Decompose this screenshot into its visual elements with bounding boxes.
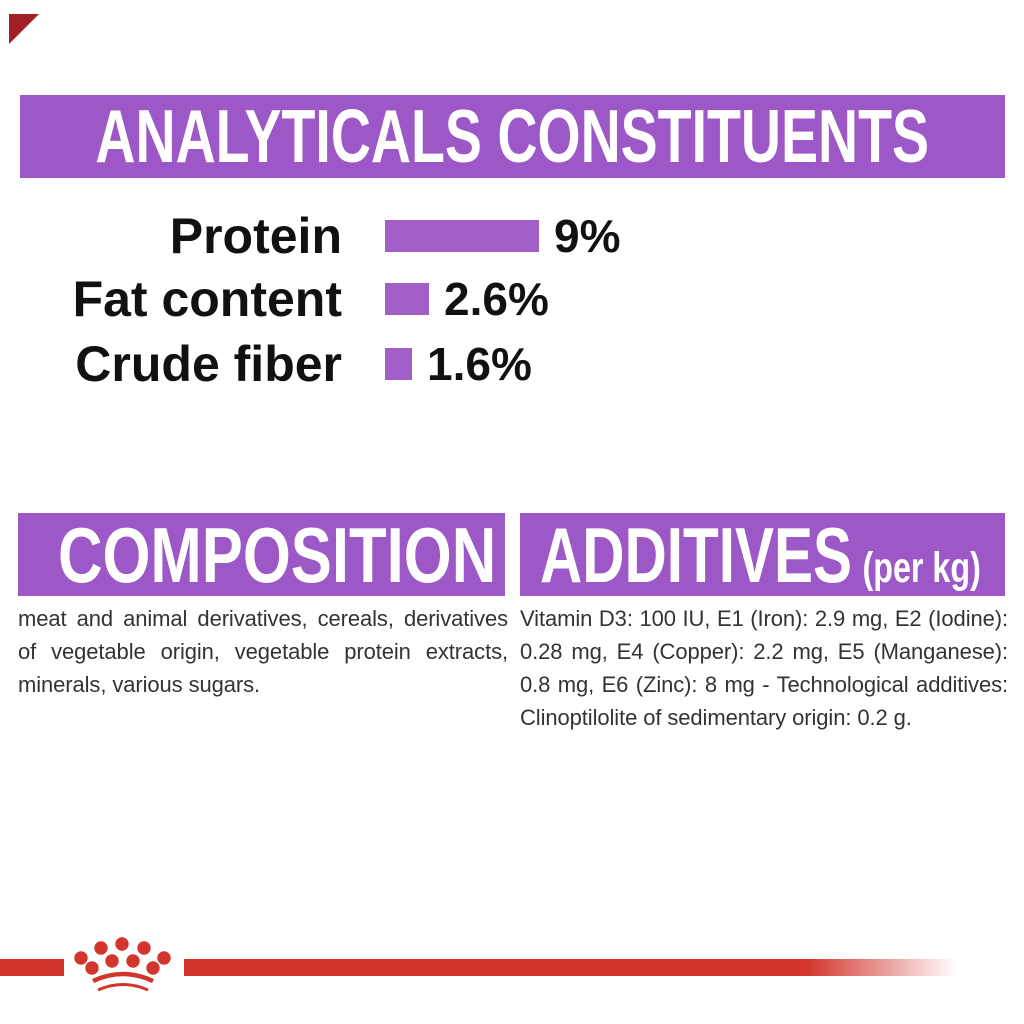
composition-line: meat and animal derivatives, cereals, de… <box>18 606 508 631</box>
additives-header: ADDITIVES (per kg) <box>520 513 1005 596</box>
protein-label: Protein <box>169 208 342 264</box>
additives-line: 0.8 mg, E6 (Zinc): 8 mg - Technological … <box>520 672 1008 697</box>
analyticals-title: ANALYTICALS CONSTITUENTS <box>95 95 930 178</box>
footer-line-left-segment <box>0 959 64 976</box>
additives-line: Vitamin D3: 100 IU, E1 (Iron): 2.9 mg, E… <box>520 606 1008 631</box>
chart-row-crude-fiber: Crude fiber 1.6% <box>0 333 1024 395</box>
chart-row-fat-content: Fat content 2.6% <box>0 268 1024 330</box>
protein-bar <box>385 220 539 252</box>
composition-header: COMPOSITION <box>18 513 505 596</box>
footer-line-right-segment <box>184 959 1024 976</box>
additives-line: 0.28 mg, E4 (Copper): 2.2 mg, E5 (Mangan… <box>520 639 1008 664</box>
royal-canin-crown-logo <box>74 937 171 992</box>
protein-value: 9% <box>554 210 621 262</box>
fat-content-label: Fat content <box>72 271 342 327</box>
composition-title: COMPOSITION <box>58 513 497 596</box>
additives-title-group: ADDITIVES (per kg) <box>540 516 981 594</box>
additives-title: ADDITIVES <box>540 513 853 596</box>
analyticals-header: ANALYTICALS CONSTITUENTS <box>20 95 1005 178</box>
corner-triangle-decoration <box>9 14 39 44</box>
crude-fiber-bar <box>385 348 412 380</box>
fat-content-bar <box>385 283 429 315</box>
fat-content-value: 2.6% <box>444 273 549 325</box>
crude-fiber-value: 1.6% <box>427 338 532 390</box>
additives-unit: (per kg) <box>862 543 981 592</box>
additives-line: Clinoptilolite of sedimentary origin: 0.… <box>520 705 912 730</box>
composition-line: minerals, various sugars. <box>18 672 261 697</box>
composition-line: of vegetable origin, vegetable protein e… <box>18 639 508 664</box>
additives-body: Vitamin D3: 100 IU, E1 (Iron): 2.9 mg, E… <box>520 602 1008 734</box>
chart-row-protein: Protein 9% <box>0 205 1024 267</box>
crude-fiber-label: Crude fiber <box>75 336 342 392</box>
composition-body: meat and animal derivatives, cereals, de… <box>18 602 508 701</box>
